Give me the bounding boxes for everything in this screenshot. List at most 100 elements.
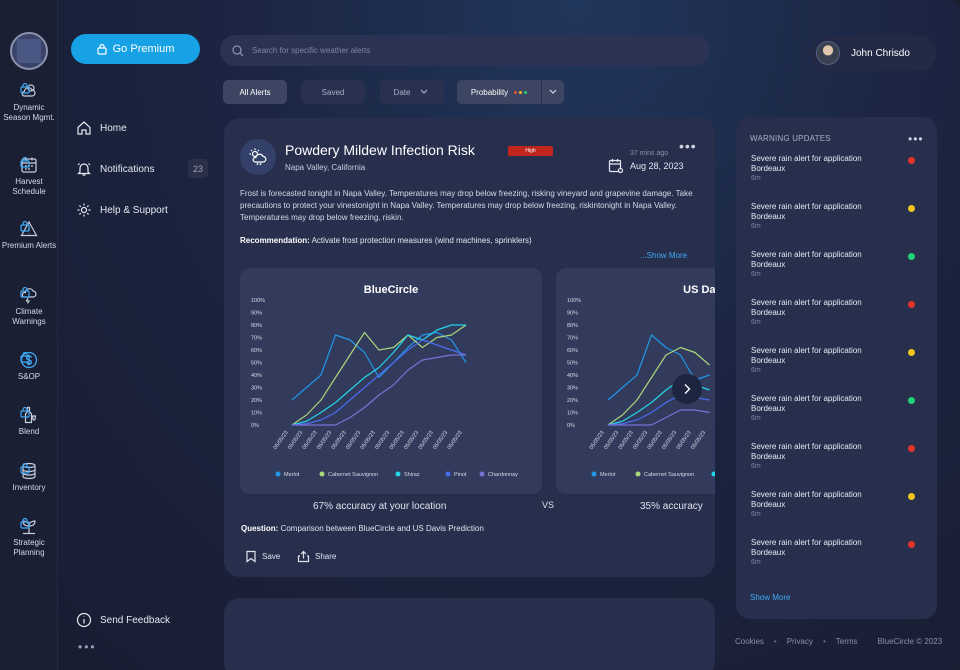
legend-swatch — [711, 471, 715, 477]
warning-item[interactable]: Severe rain alert for application Bordea… — [751, 538, 931, 566]
y-tick-label: 100% — [567, 298, 581, 304]
warning-item[interactable]: Severe rain alert for application Bordea… — [751, 394, 931, 422]
alert-more-options-icon[interactable]: ••• — [679, 138, 697, 154]
chevron-right-icon — [684, 384, 691, 394]
recommendation-text: Activate frost protection measures (wind… — [311, 236, 532, 245]
footer-cookies-link[interactable]: Cookies — [735, 637, 764, 646]
footer-copyright: BlueCircle © 2023 — [877, 637, 943, 646]
rail-item-sop[interactable]: S&OP — [0, 351, 58, 382]
lock-icon — [20, 462, 30, 474]
warning-item[interactable]: Severe rain alert for application Bordea… — [751, 490, 931, 518]
notifications-count-badge: 23 — [188, 159, 208, 178]
chart-next-button[interactable] — [672, 374, 702, 404]
filter-date[interactable]: Date — [380, 80, 444, 104]
nav-item-help[interactable]: Help & Support — [76, 202, 168, 218]
footer-terms-link[interactable]: Terms — [835, 637, 858, 646]
save-button[interactable]: Save — [245, 550, 280, 563]
rail-label: S&OP — [17, 372, 41, 381]
search-bar[interactable] — [220, 35, 710, 66]
x-tick-label: 05/05/23 — [690, 430, 707, 451]
warning-time: 6m — [751, 367, 761, 374]
rail-item-climate-warnings[interactable]: Climate Warnings — [0, 286, 58, 327]
y-tick-label: 10% — [251, 411, 262, 417]
footer-separator: • — [822, 637, 826, 646]
lock-icon — [20, 406, 30, 418]
search-input[interactable] — [252, 46, 672, 55]
footer-privacy-link[interactable]: Privacy — [786, 637, 813, 646]
warning-time: 6m — [751, 511, 761, 518]
filter-saved[interactable]: Saved — [301, 80, 365, 104]
storm-icon — [21, 288, 37, 304]
share-label: Share — [315, 552, 337, 561]
rail-label: Harvest Schedule — [12, 177, 46, 196]
alert-title: Powdery Mildew Infection Risk — [285, 142, 475, 158]
warning-time: 6m — [751, 175, 761, 182]
filter-all-alerts[interactable]: All Alerts — [223, 80, 287, 104]
usdavis-accuracy: 35% accuracy — [640, 501, 703, 512]
footer: Cookies • Privacy • Terms BlueCircle © 2… — [735, 637, 942, 646]
lock-icon — [20, 220, 30, 232]
y-tick-label: 80% — [567, 323, 578, 329]
warning-item[interactable]: Severe rain alert for application Bordea… — [751, 346, 931, 374]
series-line — [291, 339, 467, 426]
go-premium-button[interactable]: Go Premium — [71, 34, 200, 64]
alert-question: Question: Comparison between BlueCircle … — [241, 524, 484, 533]
warning-text: Severe rain alert for application Bordea… — [751, 154, 862, 173]
probability-dot — [519, 90, 523, 94]
probability-dropdown-toggle[interactable] — [541, 80, 564, 104]
warning-more-options-icon[interactable]: ••• — [908, 132, 924, 146]
filter-probability[interactable]: Probability — [457, 80, 541, 104]
legend-swatch — [635, 471, 641, 477]
y-tick-label: 0% — [567, 423, 575, 429]
warning-item[interactable]: Severe rain alert for application Bordea… — [751, 250, 931, 278]
warning-item[interactable]: Severe rain alert for application Bordea… — [751, 442, 931, 470]
legend-label: Cabernet Sauvignon — [328, 472, 378, 478]
rail-item-blend[interactable]: Blend — [0, 406, 58, 437]
chevron-down-icon — [549, 89, 557, 94]
rail-item-harvest-schedule[interactable]: Harvest Schedule — [0, 156, 58, 197]
filter-label: Saved — [321, 87, 345, 97]
probability-dot — [524, 90, 528, 94]
bell-icon — [77, 163, 91, 176]
warnings-show-more-link[interactable]: Show More — [750, 593, 791, 602]
alert-description: Frost is forecasted tonight in Napa Vall… — [240, 189, 693, 222]
series-line — [292, 354, 466, 426]
alert-date: Aug 28, 2023 — [608, 158, 684, 174]
brand-logo[interactable] — [10, 32, 48, 70]
warning-time: 6m — [751, 271, 761, 278]
save-label: Save — [262, 552, 281, 561]
y-tick-label: 90% — [567, 311, 578, 317]
send-feedback-button[interactable]: Send Feedback — [76, 612, 170, 628]
bluecircle-accuracy: 67% accuracy at your location — [313, 501, 447, 512]
usdavis-chart: US Davis 0% 10% 20% 30% 40% 50% 60% 70% 80% 90% 100… — [567, 284, 715, 478]
nav-item-notifications[interactable]: Notifications — [76, 161, 154, 177]
footer-separator: • — [773, 637, 777, 646]
rail-label: Premium Alerts — [1, 241, 57, 250]
rail-label: Inventory — [12, 483, 46, 492]
warning-item[interactable]: Severe rain alert for application Bordea… — [751, 202, 931, 230]
user-profile-button[interactable]: John Chrisdo — [810, 35, 936, 71]
show-more-link[interactable]: ...Show More — [640, 251, 688, 260]
rail-item-dynamic-season[interactable]: Dynamic Season Mgmt. — [0, 82, 58, 123]
series-line — [291, 324, 466, 426]
rail-item-inventory[interactable]: Inventory — [0, 462, 58, 493]
lock-icon — [20, 517, 30, 529]
legend-label: Pinot — [454, 472, 467, 478]
nav-item-home[interactable]: Home — [76, 120, 127, 136]
calendar-settings-icon — [608, 159, 624, 174]
y-tick-label: 60% — [251, 348, 262, 354]
rail-item-premium-alerts[interactable]: Premium Alerts — [0, 220, 58, 251]
share-button[interactable]: Share — [297, 550, 336, 563]
more-options-icon[interactable]: ••• — [78, 640, 97, 654]
y-tick-label: 80% — [251, 323, 262, 329]
rail-label: Dynamic Season Mgmt. — [3, 103, 55, 122]
rail-item-strategic-planning[interactable]: Strategic Planning — [0, 517, 58, 558]
warning-item[interactable]: Severe rain alert for application Bordea… — [751, 298, 931, 326]
search-icon — [232, 44, 244, 56]
chevron-down-icon — [421, 89, 428, 94]
info-icon — [76, 612, 92, 628]
gear-icon — [77, 203, 91, 217]
legend-label: Cabernet Sauvignon — [644, 472, 694, 478]
warning-item[interactable]: Severe rain alert for application Bordea… — [751, 154, 931, 182]
chart-card-bluecircle: BlueCircle 0% 10% 20% 30% 40% 50% 60% 70% 80% 90% 1… — [240, 268, 542, 494]
